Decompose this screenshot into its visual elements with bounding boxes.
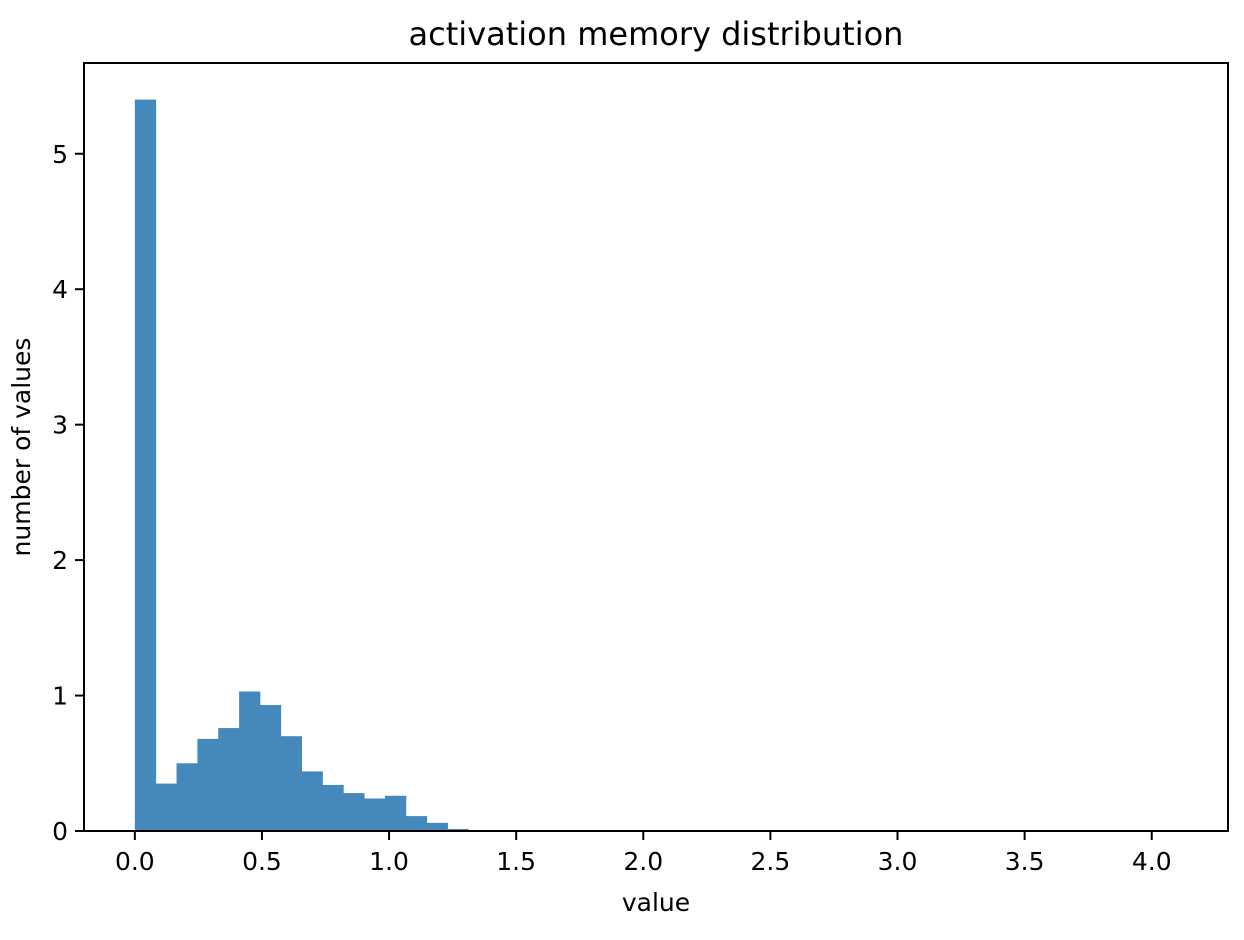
y-tick-label: 0 [52,817,68,846]
histogram-bar [259,705,282,831]
plot-frame [83,62,1229,832]
histogram-bar [197,738,219,831]
x-tick-label: 2.0 [623,847,663,876]
x-tick-label: 4.0 [1132,847,1172,876]
y-tick-label: 5 [52,140,68,169]
histogram-bar [239,691,261,831]
x-tick-label: 3.5 [1005,847,1045,876]
histogram-bars [134,99,1178,832]
x-tick-label: 0.0 [115,847,155,876]
y-tick-label: 4 [52,275,68,304]
y-axis-ticks: 0 1 2 3 4 5 [52,140,84,846]
histogram-bar [343,793,365,831]
histogram-bar [155,783,177,831]
y-tick-label: 3 [52,411,68,440]
y-tick-label: 2 [52,546,68,575]
x-tick-label: 3.0 [878,847,918,876]
histogram-bar [426,822,448,831]
histogram-bar [176,763,198,831]
histogram-bar [405,816,428,831]
x-tick-label: 2.5 [751,847,791,876]
histogram-bar [218,728,240,831]
x-axis-ticks: 0.0 0.5 1.0 1.5 2.0 2.5 3.0 3.5 4.0 [115,831,1172,876]
histogram-bar [280,736,303,831]
x-tick-label: 1.5 [496,847,536,876]
y-tick-label: 1 [52,682,68,711]
histogram-bar [364,798,386,831]
x-tick-label: 0.5 [242,847,282,876]
chart-title: activation memory distribution [409,15,904,53]
y-axis-label: number of values [7,338,36,557]
histogram-bar [447,828,469,831]
histogram-bar [322,784,344,831]
histogram-bar [384,795,407,831]
histogram-bar [134,99,157,832]
x-axis-label: value [622,888,690,917]
histogram-bar [301,771,323,831]
x-tick-label: 1.0 [369,847,409,876]
